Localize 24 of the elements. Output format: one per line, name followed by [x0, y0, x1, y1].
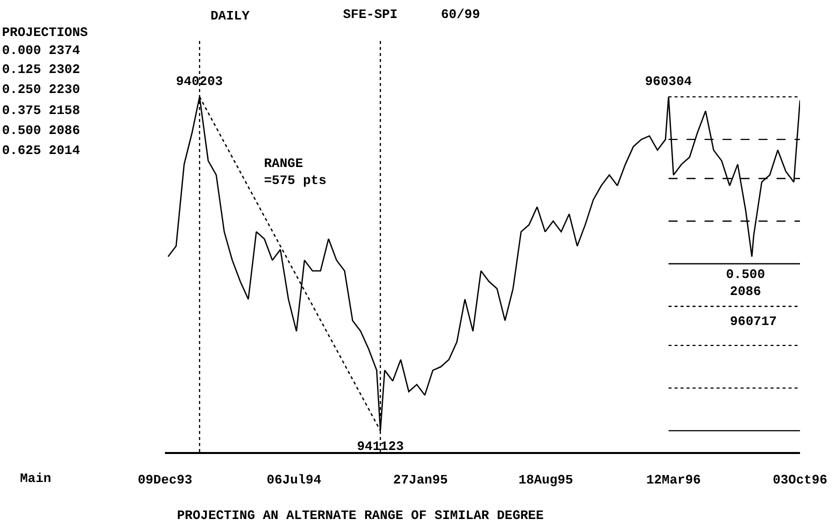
- x-tick-label: 27Jan95: [393, 472, 448, 488]
- annotation: 960304: [645, 74, 692, 89]
- x-tick-label: 09Dec93: [138, 472, 193, 488]
- x-tick-label: 03Oct96: [772, 472, 828, 488]
- annotation: 941123: [357, 439, 404, 454]
- text: 0.125 2302: [2, 62, 80, 77]
- text: PROJECTING AN ALTERNATE RANGE OF SIMILAR DEGREE: [177, 508, 544, 523]
- chart-title: DAILY: [210, 8, 250, 24]
- text: 0.000 2374: [2, 43, 80, 58]
- annotation: 960717: [730, 314, 777, 329]
- x-tick-label: 12Mar96: [646, 472, 701, 488]
- x-tick-label: 18Aug95: [518, 472, 574, 488]
- text: 60/99: [441, 7, 480, 22]
- annotation: 940203: [176, 74, 224, 89]
- text: 0.375 2158: [2, 103, 80, 118]
- x-tick-label: 06Jul94: [266, 472, 322, 488]
- text: 0.250 2230: [2, 82, 80, 97]
- annotation: RANGE =575 pts: [264, 156, 327, 188]
- annotation: 0.500 2086: [726, 267, 766, 299]
- text: 0.625 2014: [2, 143, 80, 158]
- text: SFE-SPI: [343, 7, 398, 22]
- text: 0.500 2086: [2, 123, 80, 138]
- text: PROJECTIONS: [2, 25, 88, 40]
- text: Main: [20, 471, 52, 486]
